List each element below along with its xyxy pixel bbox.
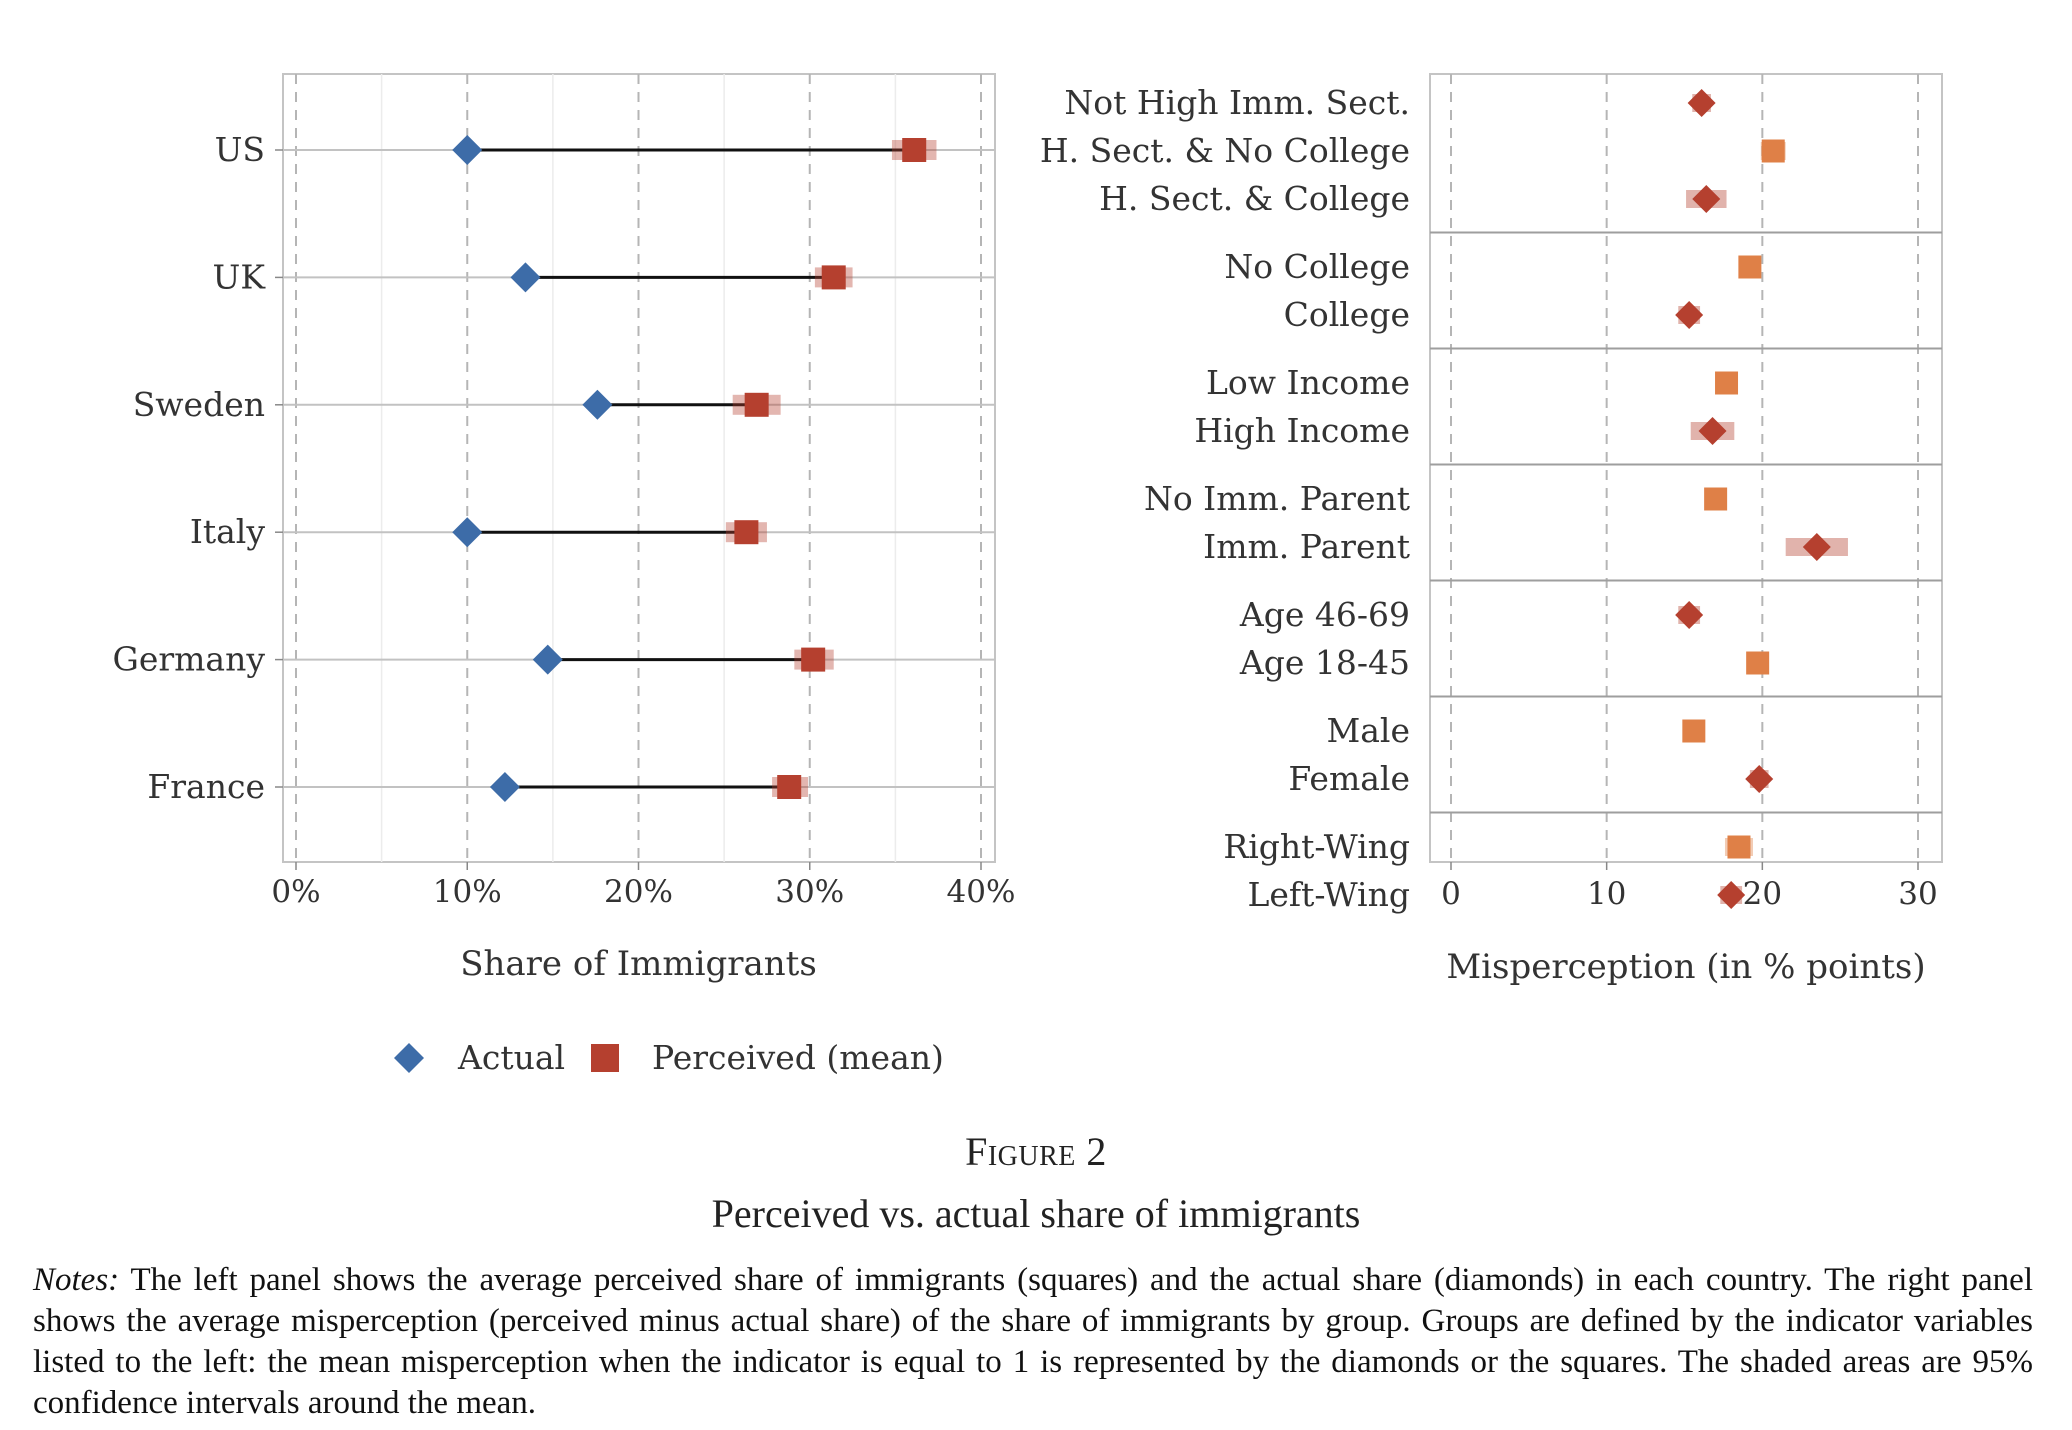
right-plot-frame — [1429, 73, 1943, 863]
notes-text: The left panel shows the average perceiv… — [33, 1262, 2033, 1421]
figure-label: Figure 2 — [965, 1129, 1107, 1174]
x-tick-label: 20 — [1743, 876, 1782, 912]
figure-2-chart: 0% 10% 20% 30% 40% US UK Sweden Italy Germany Fran… — [112, 73, 1943, 1077]
group-label: Imm. Parent — [1203, 527, 1410, 566]
legend-perceived-label: Perceived (mean) — [652, 1038, 944, 1077]
group-label: Age 46-69 — [1239, 595, 1410, 634]
group-square-marker — [1682, 719, 1706, 743]
group-diamond-marker — [1675, 601, 1704, 629]
group-label: Not High Imm. Sect. — [1064, 83, 1410, 122]
perceived-square-marker — [744, 392, 769, 417]
group-label: No Imm. Parent — [1144, 479, 1410, 518]
actual-diamond-marker — [452, 135, 483, 165]
group-square-marker — [1761, 139, 1785, 163]
perceived-square-marker — [734, 520, 759, 545]
group-diamond-marker — [1802, 533, 1831, 561]
right-panel-misperception: 0 10 20 30 Not High Imm. Sect. H. Sect. & No … — [1040, 73, 1943, 987]
x-tick-label: 30 — [1898, 876, 1937, 912]
country-label: Sweden — [133, 385, 265, 424]
country-label: Germany — [112, 640, 265, 679]
country-label: UK — [213, 257, 267, 296]
figure-notes: Notes: The left panel shows the average … — [33, 1260, 2033, 1424]
group-label: Left-Wing — [1247, 875, 1410, 914]
x-tick-label: 0% — [271, 874, 320, 910]
group-label: No College — [1224, 247, 1410, 286]
group-label: H. Sect. & College — [1099, 179, 1410, 218]
figure-title: Perceived vs. actual share of immigrants — [711, 1191, 1361, 1236]
country-label: Italy — [190, 512, 266, 551]
group-label: Male — [1326, 711, 1410, 750]
x-tick-label: 10 — [1587, 876, 1626, 912]
group-diamond-marker — [1675, 301, 1704, 329]
group-diamond-marker — [1687, 89, 1716, 117]
group-square-marker — [1704, 487, 1728, 511]
x-axis-title: Share of Immigrants — [460, 944, 817, 984]
x-tick-label: 40% — [947, 874, 1016, 910]
country-label: France — [147, 767, 265, 806]
country-label: US — [215, 130, 265, 169]
left-panel-country-share: 0% 10% 20% 30% 40% US UK Sweden Italy Germany Fran… — [112, 73, 1016, 984]
x-axis-title: Misperception (in % points) — [1446, 947, 1925, 987]
perceived-square-marker — [902, 138, 927, 162]
group-square-marker — [1715, 371, 1739, 395]
actual-diamond-marker — [532, 644, 563, 675]
actual-diamond-marker — [452, 517, 483, 548]
notes-label: Notes: — [33, 1262, 120, 1298]
x-tick-label: 10% — [433, 874, 502, 910]
perceived-square-marker — [777, 775, 802, 799]
group-label: Female — [1288, 759, 1410, 798]
group-label: High Income — [1194, 411, 1410, 450]
x-tick-label: 20% — [604, 874, 673, 910]
group-diamond-marker — [1692, 185, 1721, 213]
group-square-marker — [1738, 255, 1762, 279]
actual-diamond-marker — [582, 389, 613, 420]
perceived-square-marker — [801, 647, 826, 672]
group-label: Right-Wing — [1223, 827, 1410, 866]
group-label: Age 18-45 — [1239, 643, 1410, 682]
legend-actual-marker — [394, 1043, 424, 1073]
group-label: Low Income — [1206, 363, 1410, 402]
legend-actual-label: Actual — [457, 1038, 565, 1077]
perceived-square-marker — [821, 265, 846, 290]
x-tick-label: 30% — [775, 874, 844, 910]
group-diamond-marker — [1717, 881, 1746, 909]
actual-diamond-marker — [510, 262, 541, 293]
group-diamond-marker — [1698, 417, 1727, 445]
group-label: College — [1284, 295, 1410, 334]
group-diamond-marker — [1745, 765, 1774, 793]
legend-perceived-marker — [591, 1044, 619, 1072]
legend: Actual Perceived (mean) — [394, 1038, 944, 1077]
group-label: H. Sect. & No College — [1040, 131, 1410, 170]
x-tick-label: 0 — [1441, 876, 1461, 912]
group-square-marker — [1727, 835, 1751, 859]
actual-diamond-marker — [489, 772, 520, 802]
group-square-marker — [1746, 651, 1770, 675]
